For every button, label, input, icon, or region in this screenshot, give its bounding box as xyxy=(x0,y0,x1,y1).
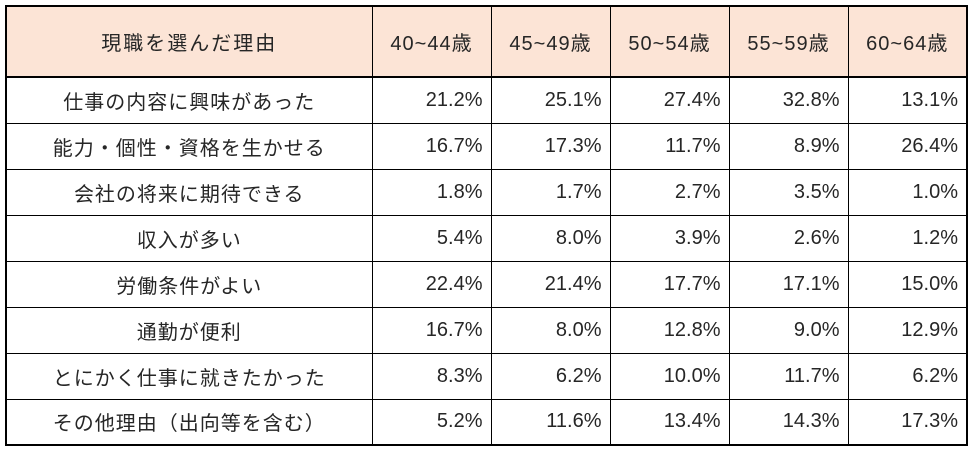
value-cell: 2.6% xyxy=(728,214,849,262)
value-cell: 21.2% xyxy=(371,76,492,124)
table-row: とにかく仕事に就きたかった 8.3% 6.2% 10.0% 11.7% 6.2% xyxy=(5,352,968,400)
reason-by-age-table: 現職を選んだ理由 40~44歳 45~49歳 50~54歳 55~59歳 60~… xyxy=(5,5,968,446)
value-cell: 17.7% xyxy=(609,260,730,308)
table-row: 能力・個性・資格を生かせる 16.7% 17.3% 11.7% 8.9% 26.… xyxy=(5,122,968,170)
value-cell: 8.3% xyxy=(371,352,492,400)
value-cell: 26.4% xyxy=(847,122,968,170)
row-label-cell: 通勤が便利 xyxy=(5,306,373,354)
value-cell: 12.9% xyxy=(847,306,968,354)
value-cell: 5.2% xyxy=(371,398,492,446)
row-label-cell: 労働条件がよい xyxy=(5,260,373,308)
column-header-40-44: 40~44歳 xyxy=(371,5,492,78)
value-cell: 14.3% xyxy=(728,398,849,446)
value-cell: 32.8% xyxy=(728,76,849,124)
row-label-cell: 会社の将来に期待できる xyxy=(5,168,373,216)
value-cell: 3.5% xyxy=(728,168,849,216)
column-header-55-59: 55~59歳 xyxy=(728,5,849,78)
value-cell: 22.4% xyxy=(371,260,492,308)
row-label-cell: その他理由（出向等を含む） xyxy=(5,398,373,446)
table-row: 会社の将来に期待できる 1.8% 1.7% 2.7% 3.5% 1.0% xyxy=(5,168,968,216)
value-cell: 27.4% xyxy=(609,76,730,124)
value-cell: 12.8% xyxy=(609,306,730,354)
column-header-60-64: 60~64歳 xyxy=(847,5,968,78)
table-row: その他理由（出向等を含む） 5.2% 11.6% 13.4% 14.3% 17.… xyxy=(5,398,968,446)
value-cell: 1.8% xyxy=(371,168,492,216)
column-header-45-49: 45~49歳 xyxy=(490,5,611,78)
value-cell: 25.1% xyxy=(490,76,611,124)
value-cell: 5.4% xyxy=(371,214,492,262)
value-cell: 16.7% xyxy=(371,306,492,354)
value-cell: 6.2% xyxy=(847,352,968,400)
table-row: 労働条件がよい 22.4% 21.4% 17.7% 17.1% 15.0% xyxy=(5,260,968,308)
value-cell: 8.0% xyxy=(490,214,611,262)
row-label-cell: とにかく仕事に就きたかった xyxy=(5,352,373,400)
row-label-cell: 収入が多い xyxy=(5,214,373,262)
value-cell: 17.3% xyxy=(847,398,968,446)
value-cell: 6.2% xyxy=(490,352,611,400)
table-row: 収入が多い 5.4% 8.0% 3.9% 2.6% 1.2% xyxy=(5,214,968,262)
value-cell: 8.9% xyxy=(728,122,849,170)
row-label-cell: 能力・個性・資格を生かせる xyxy=(5,122,373,170)
table-title-cell: 現職を選んだ理由 xyxy=(5,5,373,78)
table-row: 仕事の内容に興味があった 21.2% 25.1% 27.4% 32.8% 13.… xyxy=(5,76,968,124)
row-label-cell: 仕事の内容に興味があった xyxy=(5,76,373,124)
value-cell: 11.7% xyxy=(728,352,849,400)
table-row: 通勤が便利 16.7% 8.0% 12.8% 9.0% 12.9% xyxy=(5,306,968,354)
value-cell: 15.0% xyxy=(847,260,968,308)
value-cell: 21.4% xyxy=(490,260,611,308)
value-cell: 11.7% xyxy=(609,122,730,170)
column-header-50-54: 50~54歳 xyxy=(609,5,730,78)
value-cell: 11.6% xyxy=(490,398,611,446)
value-cell: 17.3% xyxy=(490,122,611,170)
value-cell: 1.7% xyxy=(490,168,611,216)
value-cell: 13.4% xyxy=(609,398,730,446)
value-cell: 1.0% xyxy=(847,168,968,216)
value-cell: 2.7% xyxy=(609,168,730,216)
value-cell: 3.9% xyxy=(609,214,730,262)
value-cell: 16.7% xyxy=(371,122,492,170)
value-cell: 1.2% xyxy=(847,214,968,262)
value-cell: 17.1% xyxy=(728,260,849,308)
value-cell: 10.0% xyxy=(609,352,730,400)
table-header-row: 現職を選んだ理由 40~44歳 45~49歳 50~54歳 55~59歳 60~… xyxy=(5,5,968,78)
value-cell: 9.0% xyxy=(728,306,849,354)
value-cell: 13.1% xyxy=(847,76,968,124)
value-cell: 8.0% xyxy=(490,306,611,354)
